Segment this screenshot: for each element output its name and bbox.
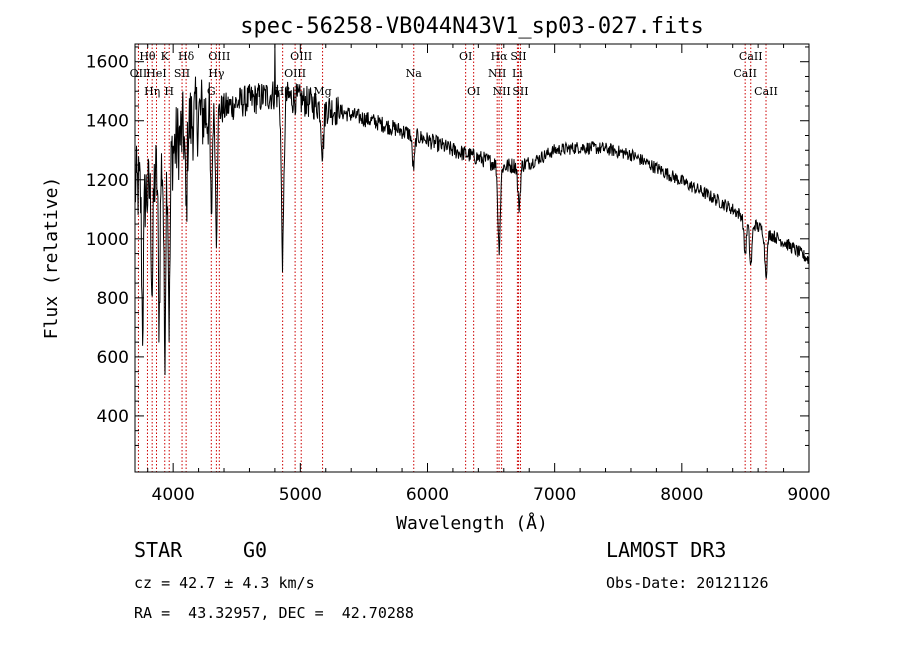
y-tick-label: 1400	[86, 112, 129, 132]
line-marker-label: H	[164, 85, 174, 98]
line-marker-label: Hθ	[139, 50, 156, 63]
line-marker-labels: OIIHθHηHeIKHSIIHδGHγOIIIHβOIIIOIIIMgNaOI…	[130, 50, 778, 98]
line-marker-label: SII	[512, 85, 528, 98]
y-axis: 400 600 800 1000 1200 1400 1600	[86, 46, 809, 446]
survey-name: LAMOST DR3	[606, 538, 727, 562]
line-marker-label: Hη	[144, 85, 160, 98]
redshift-value: cz = 42.7 ± 4.3 km/s	[134, 574, 315, 592]
x-axis: 4000 5000 6000 7000 8000 9000	[147, 44, 831, 505]
y-axis-label: Flux (relative)	[41, 177, 62, 340]
spectrum-line	[134, 43, 810, 376]
line-marker-label: K	[161, 50, 170, 63]
x-tick-label: 8000	[660, 485, 703, 505]
line-marker-label: G	[207, 85, 216, 98]
line-marker-label: OIII	[208, 50, 230, 63]
y-tick-label: 1200	[86, 171, 129, 191]
line-markers	[137, 44, 767, 472]
chart-title: spec-56258-VB044N43V1_sp03-027.fits	[240, 14, 704, 39]
x-tick-label: 9000	[787, 485, 830, 505]
line-marker-label: NII	[492, 85, 510, 98]
line-marker-label: HeI	[146, 67, 166, 80]
line-marker-label: SII	[510, 50, 526, 63]
line-marker-label: Li	[512, 67, 523, 80]
line-marker-label: Hδ	[178, 50, 195, 63]
y-tick-label: 400	[97, 407, 129, 427]
line-marker-label: CaII	[733, 67, 757, 80]
line-marker-label: SII	[174, 67, 190, 80]
line-marker-label: OIII	[284, 67, 306, 80]
line-marker-label: Hγ	[208, 67, 225, 80]
line-marker-label: OII	[130, 67, 148, 80]
object-subclass: G0	[243, 538, 268, 562]
line-marker-label: CaII	[754, 85, 778, 98]
x-tick-label: 7000	[533, 485, 576, 505]
line-marker-label: OIII	[290, 50, 312, 63]
y-tick-label: 800	[97, 289, 129, 309]
line-marker-label: Hα	[491, 50, 509, 63]
y-tick-label: 600	[97, 348, 129, 368]
line-marker-label: Na	[406, 67, 423, 80]
plot-frame	[134, 43, 810, 473]
line-marker-label: CaII	[739, 50, 763, 63]
line-marker-label: Mg	[313, 85, 331, 98]
y-tick-label: 1000	[86, 230, 129, 250]
y-tick-label: 1600	[86, 53, 129, 73]
x-tick-label: 5000	[279, 485, 322, 505]
x-axis-label: Wavelength (Å)	[396, 512, 548, 534]
x-tick-label: 6000	[406, 485, 449, 505]
spectrum-chart: spec-56258-VB044N43V1_sp03-027.fits OIIH…	[41, 14, 831, 534]
line-marker-label: OI	[467, 85, 480, 98]
line-marker-label: NII	[488, 67, 506, 80]
x-tick-label: 4000	[152, 485, 195, 505]
object-class: STAR	[134, 538, 183, 562]
line-marker-label: OI	[459, 50, 472, 63]
observation-date: Obs-Date: 20121126	[606, 574, 769, 592]
coordinates: RA = 43.32957, DEC = 42.70288	[134, 604, 414, 622]
